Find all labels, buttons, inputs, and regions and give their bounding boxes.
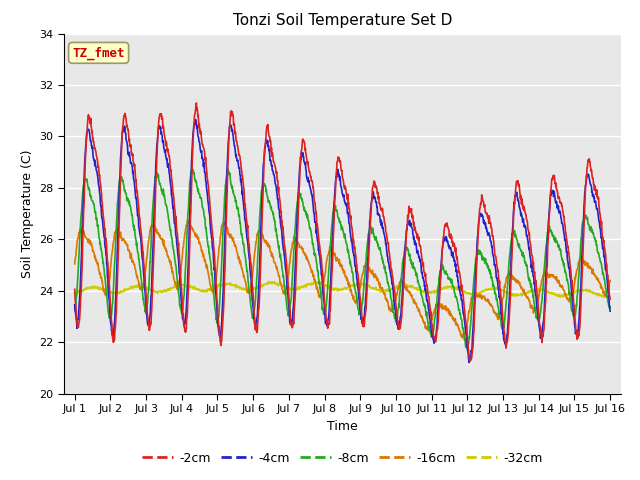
-2cm [606,297,614,302]
-4cm [71,302,79,308]
-8cm [71,305,79,311]
X-axis label: Time: Time [327,420,358,432]
Title: Tonzi Soil Temperature Set D: Tonzi Soil Temperature Set D [233,13,452,28]
-32cm [556,295,564,300]
-8cm [606,304,614,310]
-4cm [250,316,258,322]
Line: -32cm: -32cm [75,281,610,298]
Line: -16cm: -16cm [75,220,610,338]
Line: -2cm: -2cm [75,103,610,360]
-16cm [177,270,184,276]
-8cm [496,315,504,321]
-16cm [458,335,466,341]
Text: TZ_fmet: TZ_fmet [72,46,125,60]
-16cm [71,261,79,267]
-32cm [426,288,433,294]
-32cm [543,288,550,294]
-4cm [606,308,614,314]
Line: -4cm: -4cm [75,120,610,362]
-16cm [190,229,198,235]
-32cm [496,287,504,293]
-32cm [190,283,198,289]
-16cm [543,271,551,276]
-2cm [496,287,504,293]
-16cm [496,312,504,318]
-2cm [193,100,200,106]
Legend: -2cm, -4cm, -8cm, -16cm, -32cm: -2cm, -4cm, -8cm, -16cm, -32cm [137,447,548,469]
-8cm [177,306,184,312]
-8cm [188,166,196,171]
-4cm [496,296,504,301]
-8cm [250,308,258,313]
-4cm [192,117,200,122]
-16cm [426,324,433,329]
-8cm [190,170,198,176]
-2cm [543,264,551,270]
-4cm [426,315,433,321]
-16cm [606,278,614,284]
-4cm [177,289,184,295]
Y-axis label: Soil Temperature (C): Soil Temperature (C) [20,149,34,278]
-32cm [177,283,184,288]
-2cm [190,125,198,131]
-2cm [71,287,79,292]
-32cm [250,285,257,291]
-32cm [606,294,614,300]
-16cm [250,256,258,262]
-32cm [71,290,79,296]
-8cm [426,328,433,334]
-2cm [250,310,258,315]
-32cm [266,278,273,284]
-8cm [463,346,471,352]
-4cm [465,360,473,365]
-2cm [467,358,474,363]
-4cm [543,243,551,249]
-8cm [543,234,551,240]
-2cm [426,301,433,307]
Line: -8cm: -8cm [75,168,610,349]
-2cm [177,275,184,280]
-16cm [184,217,191,223]
-4cm [190,123,198,129]
